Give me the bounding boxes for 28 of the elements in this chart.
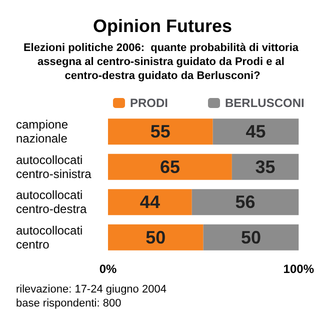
bar bbox=[203, 224, 299, 250]
bar bbox=[232, 154, 299, 180]
bar bbox=[108, 189, 192, 216]
x-tick-label: 0% bbox=[99, 262, 117, 276]
bar bbox=[108, 154, 232, 180]
bar bbox=[108, 224, 204, 250]
data-label: 56 bbox=[235, 192, 256, 212]
text: rilevazione: 17-24 giugno 2004 bbox=[16, 284, 166, 296]
data-label: 55 bbox=[150, 122, 170, 142]
y-tick-label: autocollocati centro bbox=[16, 223, 86, 252]
bar bbox=[212, 118, 299, 145]
data-label: 44 bbox=[140, 192, 160, 212]
data-label: 65 bbox=[160, 156, 180, 177]
y-tick-label: autocollocati centro-destra bbox=[16, 188, 88, 216]
y-tick-label: campione nazionale bbox=[16, 118, 72, 146]
legend-label: BERLUSCONI bbox=[225, 96, 304, 110]
data-label: 50 bbox=[146, 227, 166, 248]
bar bbox=[108, 118, 213, 145]
legend-label: PRODI bbox=[130, 96, 168, 110]
y-tick-label: autocollocati centro-sinistra bbox=[16, 152, 92, 181]
data-label: 50 bbox=[240, 227, 262, 248]
data-label: 45 bbox=[246, 122, 266, 142]
bar bbox=[192, 189, 299, 216]
data-label: 35 bbox=[255, 156, 276, 177]
chart-title: Opinion Futures bbox=[93, 16, 232, 36]
x-tick-label: 100% bbox=[283, 262, 314, 276]
chart-subtitle: Elezioni politiche 2006: quante probabilità di vittoria assegna al centro-sinistra guidato da Prodi e al centro-destra guidato da Berlusconi? bbox=[23, 42, 302, 82]
text: base rispondenti: 800 bbox=[16, 298, 122, 310]
